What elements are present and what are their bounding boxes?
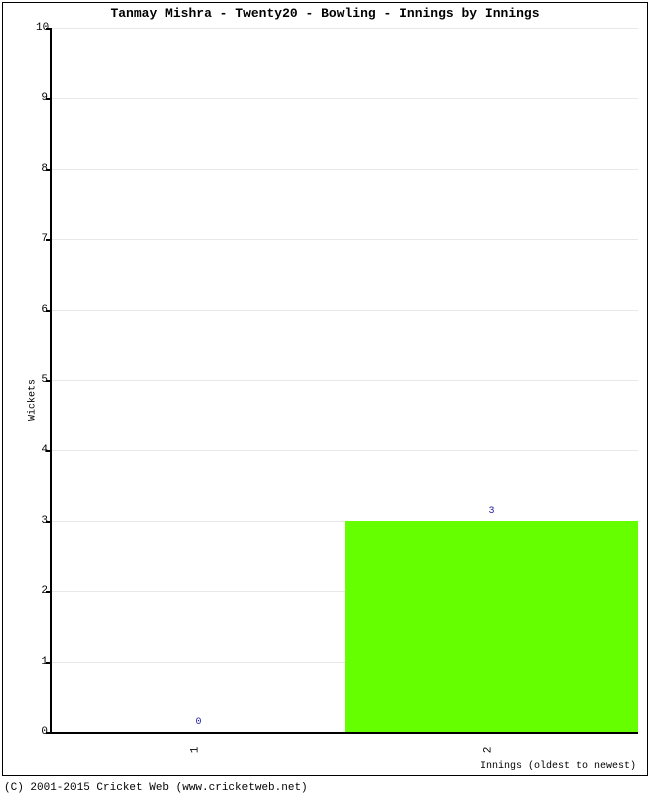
y-tick-mark <box>46 521 50 523</box>
bar-value-label: 0 <box>195 717 201 728</box>
bar <box>345 521 638 732</box>
y-tick-mark <box>46 169 50 171</box>
gridline <box>52 28 638 29</box>
gridline <box>52 98 638 99</box>
plot-area: 03 <box>50 28 638 734</box>
x-tick-label: 1 <box>189 747 201 754</box>
chart-container: Tanmay Mishra - Twenty20 - Bowling - Inn… <box>0 0 650 800</box>
y-tick-mark <box>46 98 50 100</box>
gridline <box>52 239 638 240</box>
x-axis-label: Innings (oldest to newest) <box>480 761 636 772</box>
x-tick-label: 2 <box>482 747 494 754</box>
y-tick-mark <box>46 662 50 664</box>
y-tick-mark <box>46 310 50 312</box>
gridline <box>52 380 638 381</box>
bar-value-label: 3 <box>488 506 494 517</box>
chart-title: Tanmay Mishra - Twenty20 - Bowling - Inn… <box>0 6 650 21</box>
copyright-text: (C) 2001-2015 Cricket Web (www.cricketwe… <box>4 782 308 794</box>
y-tick-mark <box>46 28 50 30</box>
y-tick-mark <box>46 380 50 382</box>
y-tick-mark <box>46 239 50 241</box>
y-tick-mark <box>46 450 50 452</box>
y-tick-mark <box>46 732 50 734</box>
y-tick-mark <box>46 591 50 593</box>
gridline <box>52 169 638 170</box>
gridline <box>52 310 638 311</box>
gridline <box>52 450 638 451</box>
